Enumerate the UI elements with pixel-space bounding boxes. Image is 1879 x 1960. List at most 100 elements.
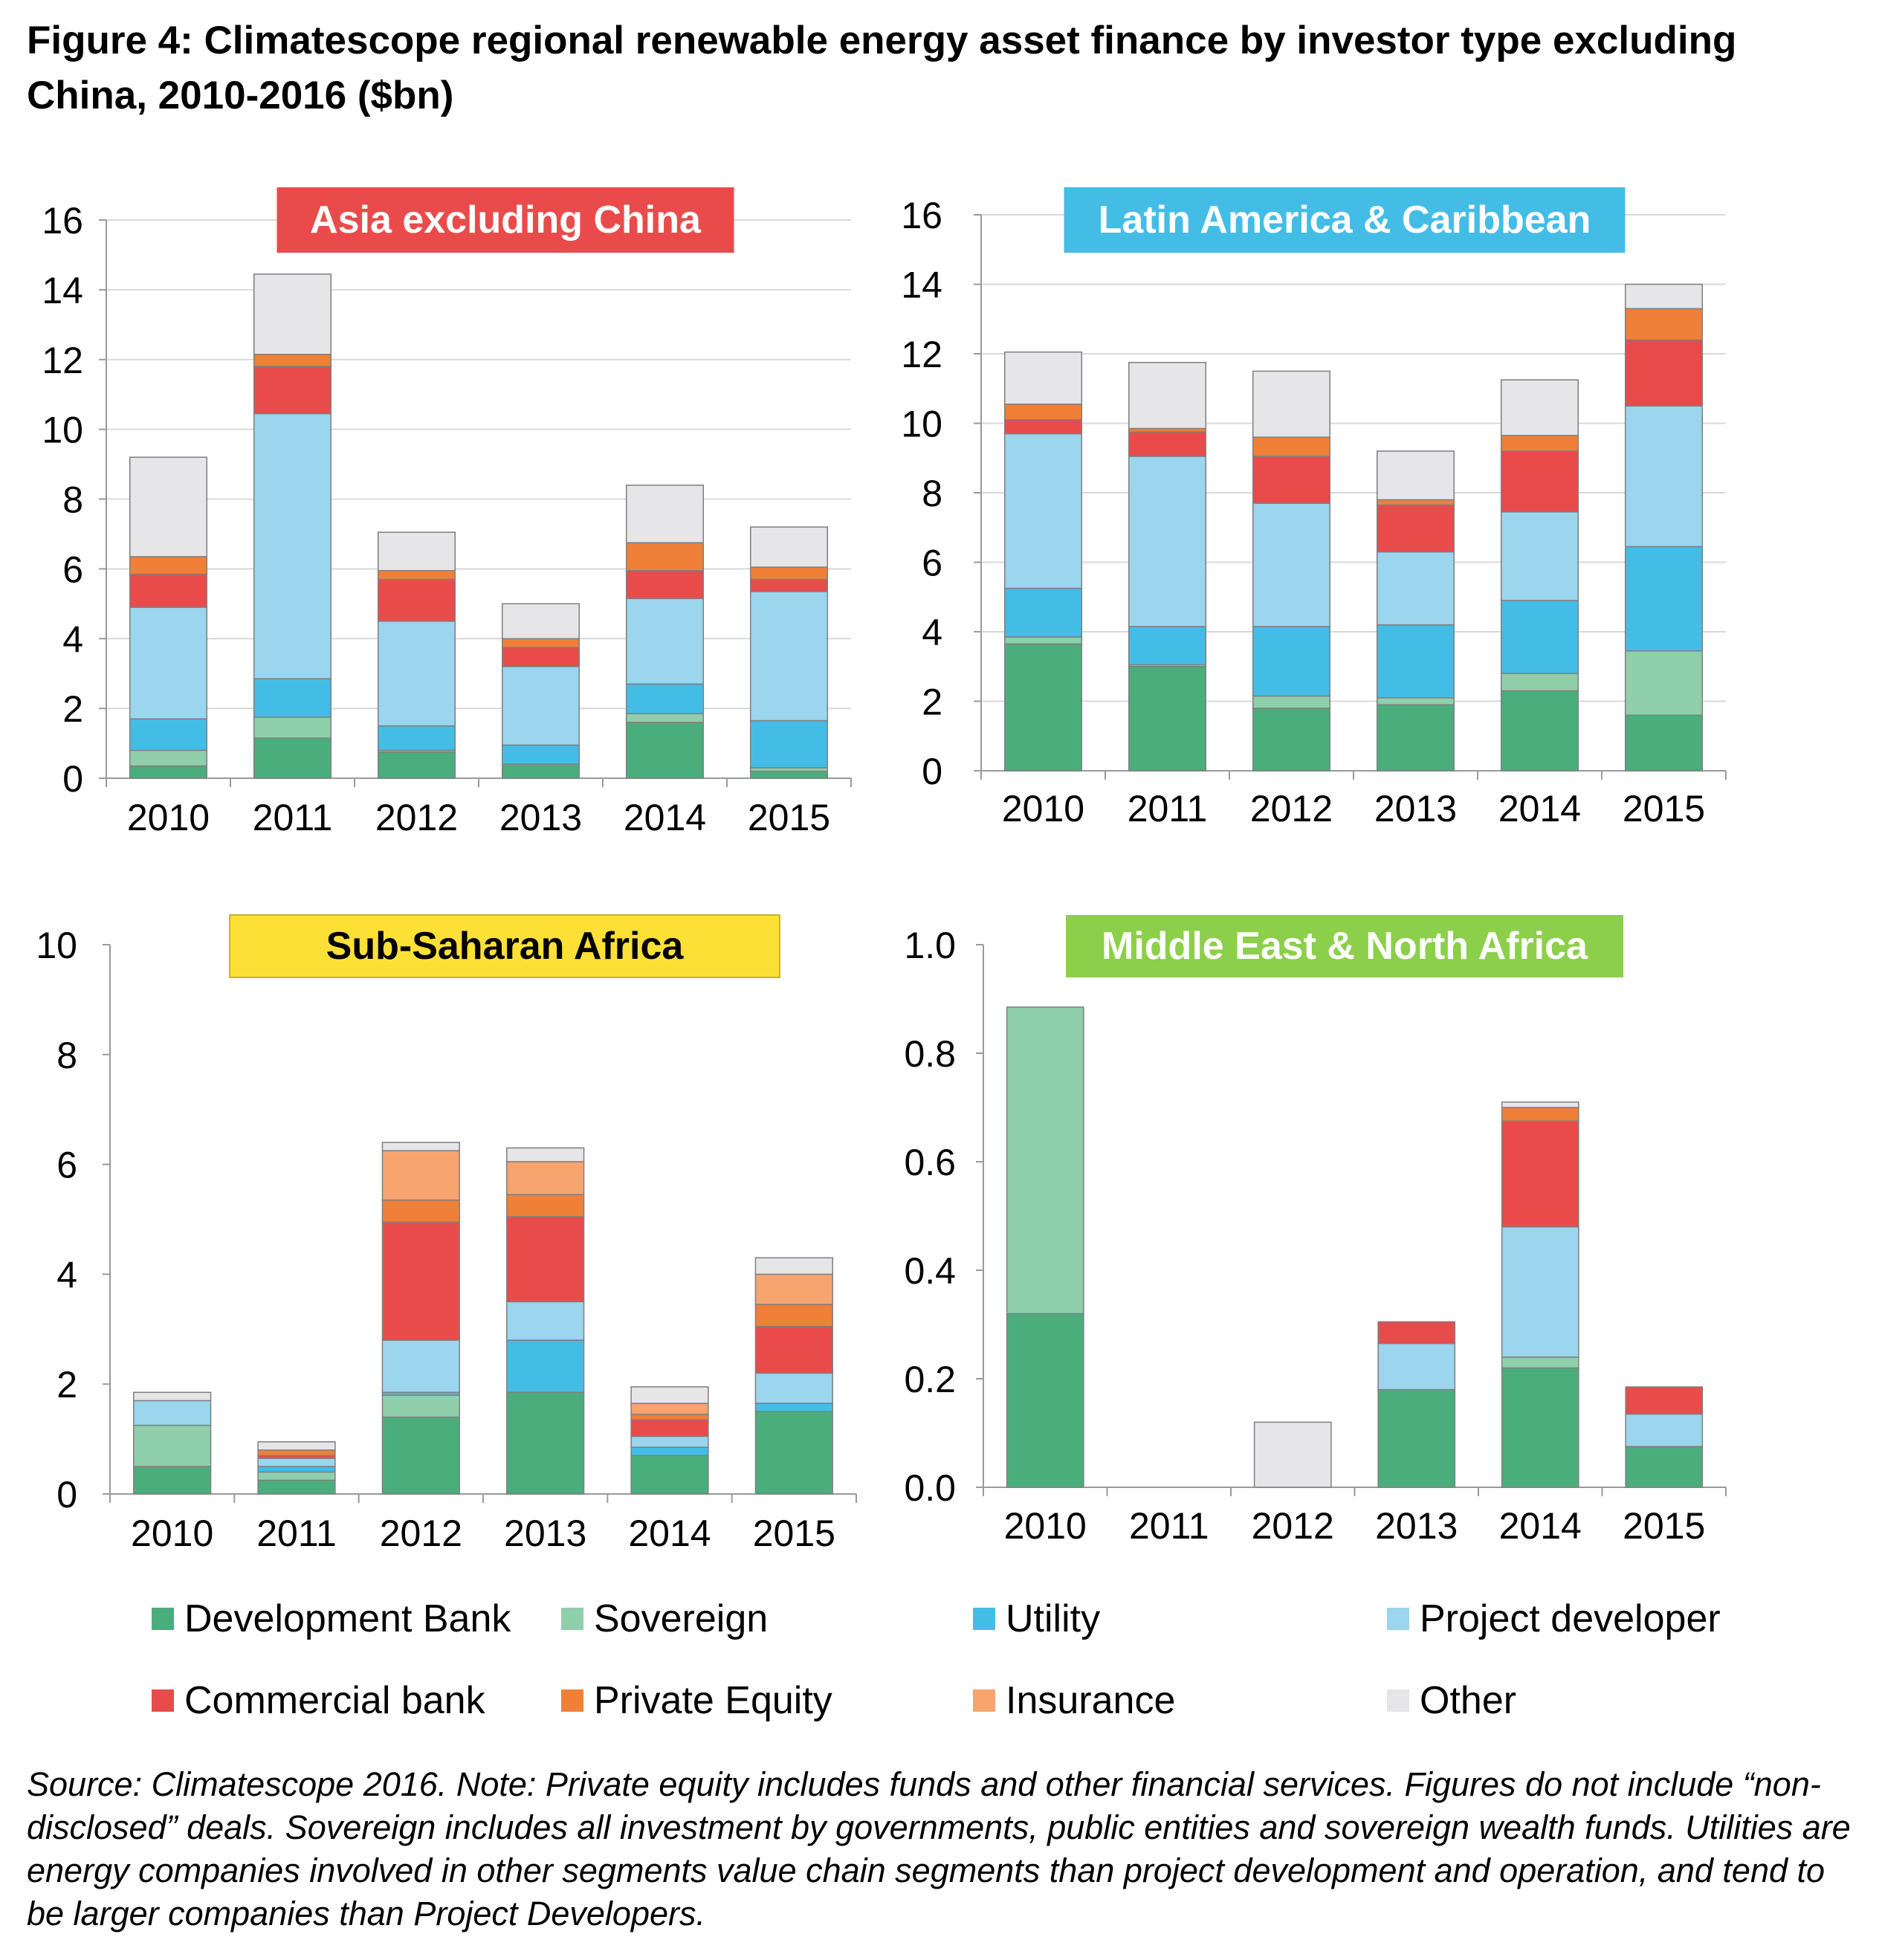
bar-segment-commercial-bank — [506, 1216, 585, 1303]
bar-segment-other — [253, 274, 332, 355]
bar-segment-commercial-bank — [377, 578, 456, 622]
bar-segment-development-bank — [1377, 1388, 1456, 1488]
bar-segment-utility — [501, 744, 580, 765]
legend-item-private-equity: Private Equity — [561, 1678, 832, 1723]
bar-segment-project-developer — [1003, 433, 1083, 589]
bar-segment-utility — [1500, 600, 1579, 674]
bar-segment-commercial-bank — [1128, 431, 1207, 457]
bar-segment-sovereign — [253, 717, 332, 739]
y-tick-label: 16 — [42, 200, 83, 242]
bar-segment-utility — [506, 1339, 585, 1394]
bar-segment-private-equity — [506, 1194, 585, 1217]
bar-segment-utility — [1624, 546, 1704, 652]
panel-title-box — [276, 187, 734, 253]
y-tick-label: 4 — [62, 618, 83, 660]
legend-item-insurance: Insurance — [973, 1678, 1175, 1723]
legend-label: Project developer — [1420, 1597, 1721, 1640]
panel-title-box — [1064, 187, 1626, 253]
bar-segment-utility — [129, 718, 208, 751]
figure-title: Figure 4: Climatescope regional renewabl… — [27, 19, 1737, 117]
bar-segment-other — [506, 1147, 585, 1162]
source-note: Source: Climatescope 2016. Note: Private… — [27, 1765, 1851, 1932]
bar-segment-project-developer — [253, 413, 332, 679]
legend-label: Other — [1420, 1679, 1517, 1722]
bar-segment-other — [1624, 283, 1704, 309]
legend-label: Insurance — [1006, 1679, 1176, 1722]
bar-segment-project-developer — [754, 1372, 833, 1404]
bar-segment-utility — [253, 678, 332, 718]
bar-segment-other — [1376, 450, 1455, 501]
y-tick-label: 14 — [42, 270, 83, 311]
bar-segment-project-developer — [501, 666, 580, 746]
bar-segment-other — [257, 1441, 336, 1451]
legend-item-project-developer: Project developer — [1387, 1597, 1721, 1641]
y-tick-label: 2 — [62, 688, 83, 730]
bar-segment-development-bank — [1625, 1446, 1704, 1488]
y-tick-label: 8 — [62, 479, 83, 521]
panel-title: Middle East & North Africa — [1102, 925, 1588, 968]
y-tick-label: 6 — [62, 549, 83, 590]
chart-panel-4: 0.0 0.2 0.4 0.6 0.8 1.0 2010 2011 2012 2013 2014 20… — [904, 915, 1727, 1547]
panel-title-box — [229, 914, 780, 978]
x-category-label: 2014 — [624, 797, 706, 838]
legend-label: Commercial bank — [184, 1679, 485, 1722]
y-tick-label: 0 — [62, 758, 83, 800]
bar-segment-utility — [749, 719, 829, 769]
bar-segment-development-bank — [253, 737, 332, 779]
bar-segment-development-bank — [630, 1455, 709, 1495]
bar-segment-development-bank — [1128, 666, 1207, 772]
y-tick-label: 12 — [42, 340, 83, 381]
panel-title: Latin America & Caribbean — [1099, 198, 1591, 242]
bar-segment-other — [1501, 1101, 1579, 1108]
bar-segment-other — [625, 484, 705, 543]
chart-panel-3: 0 2 4 6 8 10 2010 2011 2012 2013 2014 2015 Sub-Sahar… — [36, 914, 857, 1554]
y-tick-label: 0 — [56, 1474, 77, 1516]
bar-segment-development-bank — [1376, 704, 1455, 772]
bar-segment-project-developer — [1377, 1342, 1456, 1391]
bar-segment-project-developer — [1252, 502, 1331, 627]
y-tick-label: 16 — [901, 195, 942, 236]
legend-swatch — [152, 1689, 174, 1712]
bar-segment-utility — [377, 725, 456, 751]
bar-segment-other — [133, 1391, 212, 1402]
y-tick-label: 0.6 — [904, 1142, 956, 1183]
y-tick-label: 0.4 — [904, 1250, 956, 1292]
bar-segment-other — [1252, 370, 1331, 438]
y-tick-label: 8 — [56, 1035, 77, 1076]
x-category-label: 2014 — [1499, 1505, 1582, 1547]
bar-segment-project-developer — [1501, 1226, 1579, 1358]
legend-swatch — [561, 1608, 583, 1630]
bar-segment-commercial-bank — [1500, 450, 1579, 513]
bar-segment-other — [1500, 379, 1579, 436]
bar-segment-commercial-bank — [1624, 339, 1704, 407]
legend-swatch — [973, 1689, 995, 1712]
y-tick-label: 12 — [901, 334, 942, 375]
bar-segment-sovereign — [1006, 1006, 1084, 1315]
bar-segment-development-bank — [506, 1391, 585, 1495]
bar-segment-other — [1128, 361, 1207, 430]
bar-segment-development-bank — [1003, 643, 1083, 772]
bar-segment-commercial-bank — [501, 647, 580, 667]
bar-segment-private-equity — [625, 542, 705, 572]
legend-label: Sovereign — [594, 1597, 769, 1640]
bar-segment-other — [377, 531, 456, 572]
bar-segment-project-developer — [1500, 511, 1579, 601]
y-tick-label: 6 — [922, 543, 942, 584]
bar-segment-private-equity — [754, 1304, 833, 1327]
bar-segment-development-bank — [1624, 714, 1704, 772]
bar-segment-utility — [1376, 624, 1455, 699]
x-category-label: 2014 — [628, 1513, 711, 1554]
bar-segment-development-bank — [381, 1416, 460, 1495]
chart-panel-1: 0 2 4 6 8 10 12 14 16 2010 2011 2012 2013 2014 2015 Asi… — [42, 187, 852, 838]
panel-title: Sub-Saharan Africa — [326, 925, 685, 968]
bar-segment-development-bank — [377, 751, 456, 779]
bar-segment-development-bank — [1500, 690, 1579, 772]
bar-segment-development-bank — [625, 722, 705, 779]
legend-swatch — [1387, 1689, 1409, 1712]
legend-swatch — [152, 1608, 174, 1630]
x-category-label: 2011 — [256, 1513, 337, 1554]
bar-segment-commercial-bank — [129, 573, 208, 608]
panel-title-box — [1066, 915, 1623, 977]
